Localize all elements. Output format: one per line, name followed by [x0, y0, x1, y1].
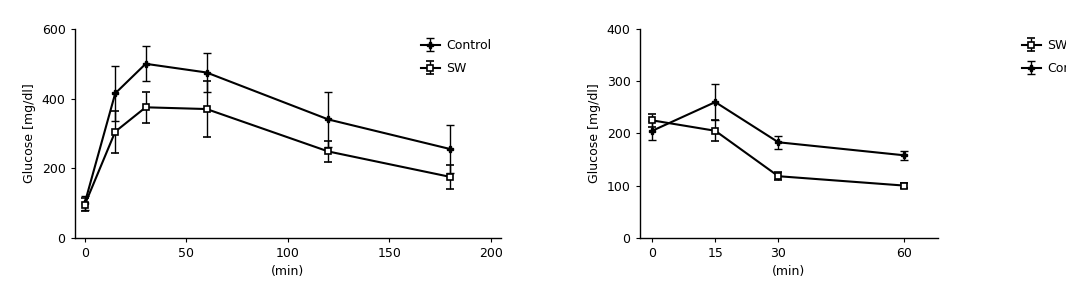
X-axis label: (min): (min) [271, 265, 305, 278]
Legend: Control, SW: Control, SW [417, 35, 495, 79]
Legend: SW, Control: SW, Control [1018, 35, 1066, 79]
Y-axis label: Glucose [mg/dl]: Glucose [mg/dl] [588, 84, 601, 183]
X-axis label: (min): (min) [772, 265, 806, 278]
Y-axis label: Glucose [mg/dl]: Glucose [mg/dl] [23, 84, 36, 183]
